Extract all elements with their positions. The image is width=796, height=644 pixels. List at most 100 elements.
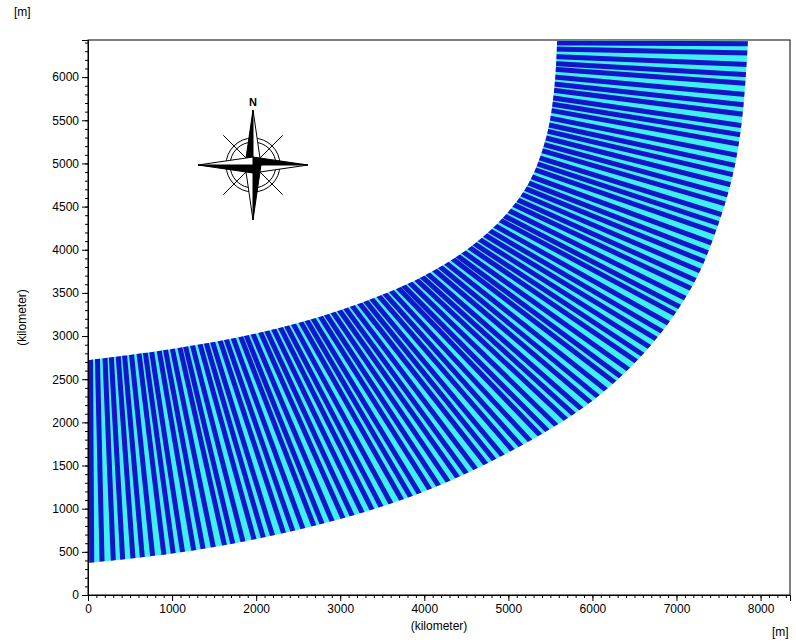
axis-line	[82, 41, 89, 596]
minor-tick-mark	[85, 405, 88, 406]
tick-mark	[82, 336, 88, 337]
tick-mark	[761, 595, 762, 601]
tick-mark	[256, 595, 257, 601]
minor-tick-mark	[85, 500, 88, 501]
minor-tick	[85, 448, 88, 449]
compass-label: N	[249, 96, 257, 108]
tick-mark	[82, 163, 88, 164]
tick: 5000	[496, 595, 523, 616]
minor-tick	[85, 578, 88, 579]
crest	[97, 329, 103, 592]
crest	[481, 197, 711, 311]
minor-tick	[85, 51, 88, 52]
tick: 6000	[580, 595, 607, 616]
minor-tick	[85, 155, 88, 156]
tick-label: 6000	[580, 602, 607, 616]
minor-tick	[85, 457, 88, 458]
minor-tick-mark	[85, 215, 88, 216]
tick-label: 3000	[327, 602, 354, 616]
minor-tick	[85, 103, 88, 104]
tick-label: 5500	[52, 114, 79, 128]
minor-tick-mark	[85, 491, 88, 492]
minor-tick	[85, 267, 88, 268]
tick: 7000	[664, 595, 691, 616]
minor-tick	[85, 172, 88, 173]
tick-mark	[82, 379, 88, 380]
minor-tick-mark	[85, 112, 88, 113]
minor-tick	[85, 276, 88, 277]
minor-tick	[85, 112, 88, 113]
minor-tick-mark	[85, 543, 88, 544]
y-axis: 0500100015002000250030003500400045005000…	[52, 41, 88, 603]
tick-mark	[82, 552, 88, 553]
minor-tick	[85, 181, 88, 182]
minor-tick-mark	[85, 172, 88, 173]
minor-tick-mark	[85, 138, 88, 139]
minor-tick-mark	[85, 448, 88, 449]
tick-mark	[592, 595, 593, 601]
tick: 1000	[159, 595, 186, 616]
minor-tick	[85, 371, 88, 372]
minor-tick	[85, 491, 88, 492]
minor-tick	[85, 327, 88, 328]
tick-mark	[677, 595, 678, 601]
plot-frame	[88, 40, 790, 595]
tick-mark	[424, 595, 425, 601]
minor-tick-mark	[85, 86, 88, 87]
tick: 8000	[748, 595, 775, 616]
x-axis: 010002000300040005000600070008000	[85, 595, 790, 616]
tick-mark	[82, 509, 88, 510]
minor-tick-mark	[85, 526, 88, 527]
tick: 5500	[52, 114, 88, 128]
chart: 0100020003000400050006000700080000500100…	[0, 0, 796, 644]
minor-tick-mark	[85, 560, 88, 561]
minor-tick-mark	[85, 431, 88, 432]
tick-label: 500	[59, 545, 79, 559]
tick: 5000	[52, 157, 88, 171]
minor-tick-mark	[85, 440, 88, 441]
tick: 3500	[52, 286, 88, 300]
tick: 4500	[52, 200, 88, 214]
minor-tick-mark	[85, 353, 88, 354]
minor-tick	[85, 86, 88, 87]
compass: N	[198, 96, 308, 220]
minor-tick	[85, 198, 88, 199]
tick-label: 5000	[52, 157, 79, 171]
minor-tick-mark	[85, 241, 88, 242]
crest	[278, 296, 405, 529]
minor-tick	[85, 414, 88, 415]
tick: 1000	[52, 502, 88, 516]
crest	[90, 329, 92, 593]
minor-tick-mark	[85, 94, 88, 95]
x-axis-title: (kilometer)	[411, 619, 468, 633]
minor-tick-mark	[85, 474, 88, 475]
y-axis-title: (kilometer)	[15, 289, 29, 346]
minor-tick-mark	[85, 535, 88, 536]
minor-tick	[85, 43, 88, 44]
tick-label: 0	[85, 602, 92, 616]
tick-label: 4000	[52, 243, 79, 257]
tick-label: 1000	[159, 602, 186, 616]
crest-group	[90, 43, 776, 593]
minor-tick-mark	[85, 51, 88, 52]
compass-point	[253, 157, 308, 165]
minor-tick	[85, 362, 88, 363]
minor-tick	[85, 232, 88, 233]
minor-tick-mark	[85, 371, 88, 372]
tick: 3000	[327, 595, 354, 616]
axis-line	[85, 41, 89, 596]
minor-tick-mark	[85, 319, 88, 320]
tick: 500	[59, 545, 88, 559]
minor-tick	[85, 224, 88, 225]
minor-tick	[85, 474, 88, 475]
crest	[485, 191, 717, 301]
tick-mark	[82, 120, 88, 121]
tick-mark	[82, 77, 88, 78]
minor-tick	[85, 405, 88, 406]
minor-tick-mark	[85, 198, 88, 199]
minor-tick	[85, 353, 88, 354]
tick-label: 3000	[52, 329, 79, 343]
minor-tick	[85, 310, 88, 311]
axis-line	[89, 596, 791, 602]
minor-tick-mark	[85, 284, 88, 285]
